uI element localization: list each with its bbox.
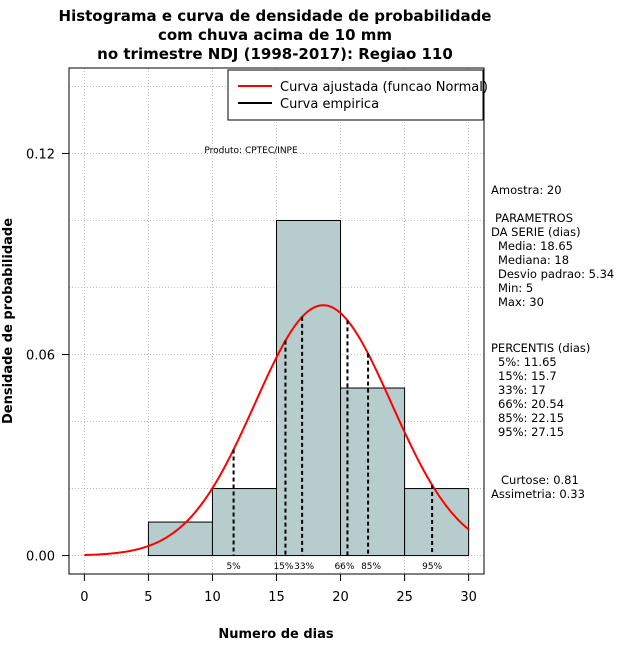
x-axis: 0 5 10 15 20 25 30 [80,573,477,605]
percentile-label-0: 5% [226,562,241,572]
y-axis: 0.00 0.06 0.12 [26,147,70,565]
x-tick-label-0: 0 [80,590,88,605]
percentile-label-1: 15% [273,562,293,572]
percentile-15: 15%: 15.7 [498,369,557,383]
stats-panel: Amostra: 20 PARAMETROS DA SERIE (dias) M… [491,183,614,501]
percentile-5: 5%: 11.65 [498,355,557,369]
product-annotation: Produto: CPTEC/INPE [204,146,298,156]
x-tick-label-30: 30 [460,590,477,605]
percentile-66: 66%: 20.54 [498,397,564,411]
kurtosis: Curtose: 0.81 [501,473,579,487]
chart-title-line-2: com chuva acima de 10 mm [158,26,392,44]
legend: Curva ajustada (funcao Normal) Curva emp… [227,69,488,121]
normal-curve-layer [84,304,470,557]
legend-empirical-label: Curva empirica [280,97,379,112]
params-header-2: DA SERIE (dias) [491,225,581,239]
histogram-bar-1 [211,488,277,557]
params-header-1: PARAMETROS [495,211,573,225]
percentile-95: 95%: 27.15 [498,425,564,439]
param-mean: Media: 18.65 [498,239,573,253]
param-sd: Desvio padrao: 5.34 [498,267,614,281]
chart-title-line-3: no trimestre NDJ (1998-2017): Regiao 110 [97,45,453,63]
x-tick-label-5: 5 [144,590,152,605]
skewness: Assimetria: 0.33 [491,487,585,501]
normal-fit-curve [84,304,470,557]
percentile-33: 33%: 17 [498,383,546,397]
x-tick-label-15: 15 [268,590,285,605]
sample-size: Amostra: 20 [491,183,562,197]
param-median: Mediana: 18 [498,253,569,267]
histogram-bar-2 [276,219,342,557]
param-min: Min: 5 [498,281,533,295]
x-tick-label-25: 25 [396,590,413,605]
percentile-label-4: 85% [361,562,381,572]
y-tick-label-1: 0.06 [26,349,55,364]
percentile-label-5: 95% [422,562,442,572]
percentile-85: 85%: 22.15 [498,411,564,425]
legend-normal-label: Curva ajustada (funcao Normal) [280,80,488,95]
percentile-labels: 5% 15% 33% 66% 85% 95% [226,562,442,572]
chart-title-line-1: Histograma e curva de densidade de proba… [59,7,492,25]
percentile-label-3: 66% [334,562,354,572]
param-max: Max: 30 [498,295,544,309]
y-axis-title: Densidade de probabilidade [1,218,16,424]
percentile-label-2: 33% [294,562,314,572]
y-tick-label-0: 0.00 [26,550,55,565]
legend-box [227,69,484,121]
x-axis-title: Numero de dias [218,627,334,642]
histogram-bars [147,219,470,557]
y-tick-label-2: 0.12 [26,147,55,162]
percentiles-header: PERCENTIS (dias) [491,341,590,355]
histogram-bar-4 [404,488,470,557]
histogram-bar-3 [340,387,406,557]
x-tick-label-20: 20 [332,590,349,605]
x-tick-label-10: 10 [204,590,221,605]
percentile-lines [232,316,434,556]
